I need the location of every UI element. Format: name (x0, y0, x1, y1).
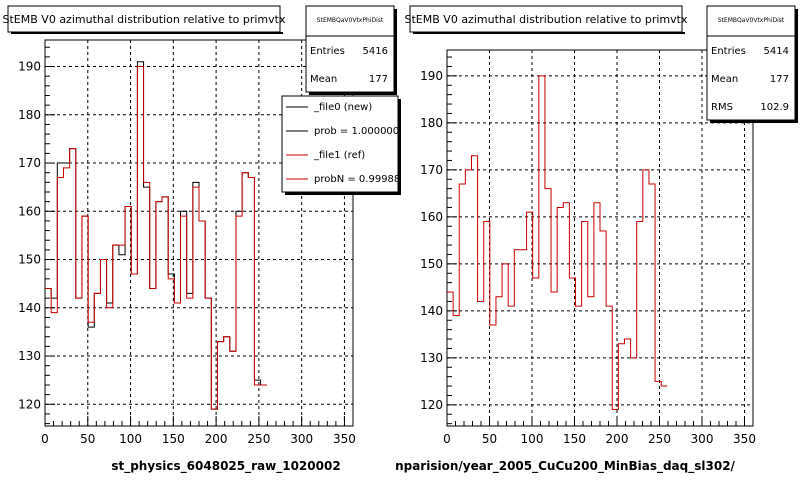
right-x-axis-label: nparision/year_2005_CuCu200_MinBias_daq_… (395, 459, 735, 474)
x-tick-label: 0 (443, 432, 451, 446)
y-tick-label: 180 (18, 108, 41, 122)
x-tick-label: 300 (691, 432, 714, 446)
right-grid (446, 50, 753, 426)
y-tick-label: 180 (420, 116, 443, 130)
right-series (447, 75, 668, 411)
x-tick-label: 0 (41, 432, 49, 446)
legend-entry: probN = 0.99988 (314, 174, 400, 185)
y-tick-label: 190 (420, 69, 443, 83)
left-axes: 0 50 100 150 200 250 300 350 120 130 140 150 160 170 1… (18, 46, 356, 446)
left-title-box: StEMB V0 azimuthal distribution relative… (3, 5, 286, 34)
x-tick-label: 350 (333, 432, 356, 446)
stats-name: StEMBQaV0VtxPhiDist (718, 17, 785, 24)
y-tick-label: 140 (18, 301, 41, 315)
y-tick-label: 170 (420, 163, 443, 177)
stats-value: 5416 (363, 46, 388, 57)
left-histogram-panel: 0 50 100 150 200 250 300 350 120 130 140 150 160 170 1… (3, 5, 401, 474)
stats-value: 5414 (764, 46, 789, 57)
stats-value: 177 (369, 74, 388, 85)
histogram-series-0 (447, 75, 668, 411)
left-stats-box: StEMBQaV0VtxPhiDist Entries 5416 Mean 177 (305, 5, 397, 95)
y-tick-label: 120 (18, 397, 41, 411)
y-tick-label: 190 (18, 60, 41, 74)
stats-label: Mean (711, 74, 738, 85)
right-histogram-panel: 0 50 100 150 200 250 300 350 120 130 140 150 160 170 1… (395, 5, 798, 474)
left-series (45, 61, 267, 410)
x-tick-label: 250 (247, 432, 270, 446)
x-tick-label: 150 (563, 432, 586, 446)
legend-entry: _file0 (new) (313, 102, 372, 113)
right-stats-box: StEMBQaV0VtxPhiDist Entries 5414 Mean 177 RMS… (706, 5, 798, 123)
stats-label: Entries (310, 46, 345, 57)
right-title-box: StEMB V0 azimuthal distribution relative… (405, 5, 688, 34)
y-tick-label: 150 (420, 257, 443, 271)
y-tick-label: 160 (18, 204, 41, 218)
x-tick-label: 200 (205, 432, 228, 446)
x-tick-label: 150 (162, 432, 185, 446)
y-tick-label: 130 (18, 349, 41, 363)
y-tick-label: 150 (18, 253, 41, 267)
x-tick-label: 50 (80, 432, 95, 446)
y-tick-label: 130 (420, 351, 443, 365)
x-tick-label: 100 (119, 432, 142, 446)
y-tick-label: 140 (420, 304, 443, 318)
left-legend: _file0 (new) prob = 1.000000 _file1 (ref) p… (281, 95, 401, 195)
stats-value: 177 (770, 74, 789, 85)
stats-label: Mean (310, 74, 337, 85)
legend-entry: _file1 (ref) (313, 150, 365, 161)
x-tick-label: 200 (606, 432, 629, 446)
stats-label: RMS (711, 102, 733, 113)
stats-name: StEMBQaV0VtxPhiDist (317, 17, 384, 24)
x-tick-label: 350 (733, 432, 756, 446)
y-tick-label: 160 (420, 210, 443, 224)
stats-frame (305, 5, 395, 93)
x-tick-label: 50 (482, 432, 497, 446)
legend-entry: prob = 1.000000 (314, 126, 399, 137)
x-tick-label: 300 (290, 432, 313, 446)
left-title: StEMB V0 azimuthal distribution relative… (3, 13, 286, 26)
right-axes: 0 50 100 150 200 250 300 350 120 130 140 150 160 170 1… (420, 56, 756, 446)
histogram-series-1 (45, 66, 267, 410)
stats-frame (706, 5, 796, 121)
right-title: StEMB V0 azimuthal distribution relative… (405, 13, 688, 26)
left-x-axis-label: st_physics_6048025_raw_1020002 (111, 459, 340, 474)
x-tick-label: 100 (521, 432, 544, 446)
stats-label: Entries (711, 46, 746, 57)
y-tick-label: 120 (420, 398, 443, 412)
legend-frame (281, 95, 399, 193)
x-tick-label: 250 (648, 432, 671, 446)
stats-value: 102.9 (760, 102, 789, 113)
y-tick-label: 170 (18, 156, 41, 170)
